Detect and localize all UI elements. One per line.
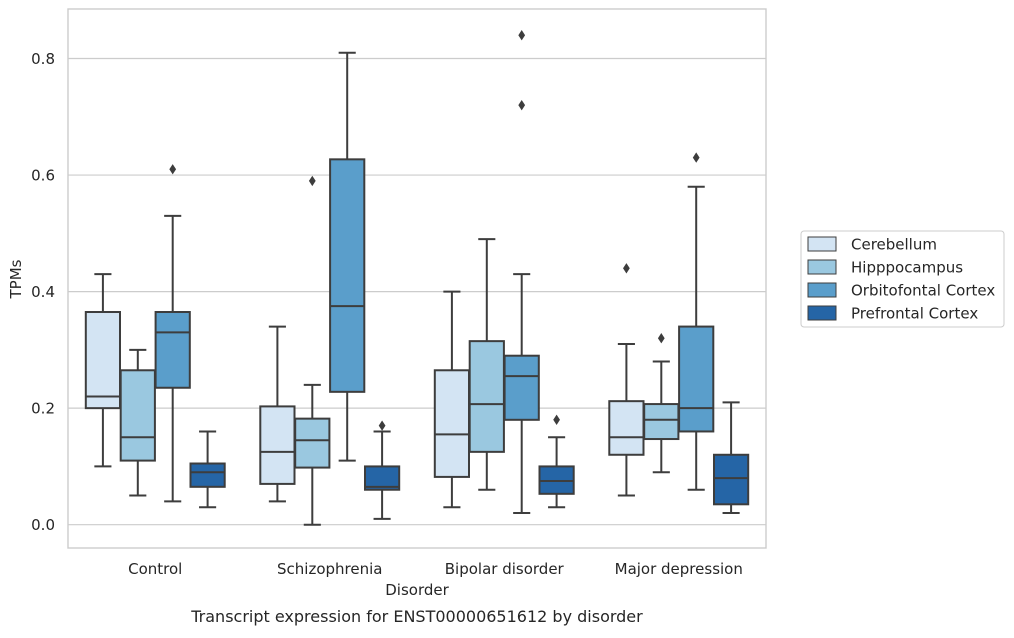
legend: Cerebellum Hipppocampus Orbitofontal Corte…	[800, 230, 1005, 328]
legend-item: Prefrontal Cortex	[807, 305, 978, 323]
y-tick-label: 0.8	[31, 50, 55, 68]
series-prefrontal-cortex	[189, 401, 750, 520]
x-tick-label: Schizophrenia	[277, 560, 382, 578]
box	[259, 405, 296, 485]
x-tick-label: Major depression	[615, 560, 743, 578]
box-group	[119, 348, 156, 497]
outlier-point	[169, 164, 177, 175]
box-group	[678, 152, 715, 491]
outlier-point	[378, 420, 386, 431]
outlier-point	[308, 175, 316, 187]
x-axis-label: Disorder	[385, 581, 449, 599]
series-hipppocampus	[119, 175, 680, 526]
outlier-point	[553, 414, 560, 425]
box-group	[643, 333, 680, 474]
box	[84, 311, 122, 410]
box-group	[433, 290, 471, 509]
box-group	[294, 175, 331, 526]
box-group	[189, 430, 226, 509]
x-tick-label: Control	[128, 560, 182, 578]
legend-label: Prefrontal Cortex	[851, 305, 978, 323]
outlier-point	[657, 333, 665, 344]
box	[294, 417, 331, 469]
y-axis: 0.0 0.2 0.4 0.6 0.8	[31, 50, 55, 534]
chart-caption: Transcript expression for ENST0000065161…	[190, 607, 643, 626]
box-group	[363, 420, 401, 520]
legend-swatch	[807, 236, 837, 252]
y-axis-label: TPMs	[7, 259, 25, 299]
legend-item: Cerebellum	[807, 236, 937, 254]
box-group	[259, 325, 296, 503]
legend-label: Cerebellum	[851, 236, 937, 254]
outlier-point	[518, 99, 526, 111]
series-orbitofontal-cortex	[154, 30, 715, 515]
plot-area-frame	[67, 8, 767, 549]
box-group	[608, 263, 645, 497]
box	[329, 158, 366, 393]
box-group	[468, 238, 505, 491]
legend-swatch	[807, 282, 837, 298]
legend-label: Orbitofontal Cortex	[851, 282, 995, 300]
box-group	[538, 414, 575, 509]
legend-frame	[800, 230, 1005, 328]
box-group	[154, 164, 191, 503]
legend-swatch	[807, 259, 837, 275]
legend-swatch	[807, 305, 837, 321]
outlier-point	[518, 30, 526, 41]
series-cerebellum	[84, 263, 645, 509]
box	[154, 311, 191, 389]
y-tick-label: 0.0	[31, 516, 55, 534]
y-tick-label: 0.4	[31, 283, 55, 301]
box	[189, 462, 226, 488]
outlier-point	[692, 152, 700, 163]
x-tick-label: Bipolar disorder	[445, 560, 565, 578]
box	[608, 400, 645, 456]
legend-label: Hipppocampus	[851, 259, 963, 277]
y-tick-label: 0.6	[31, 167, 55, 185]
legend-item: Hipppocampus	[807, 259, 963, 277]
box-series	[84, 30, 750, 526]
box	[468, 340, 505, 453]
box	[712, 453, 750, 506]
legend-item: Orbitofontal Cortex	[807, 282, 995, 300]
box	[503, 354, 540, 421]
box-group	[503, 30, 540, 515]
box	[433, 369, 471, 478]
box-group	[712, 401, 750, 515]
outlier-point	[623, 263, 630, 274]
box-group	[329, 51, 366, 462]
box	[119, 369, 156, 462]
box-group	[84, 273, 122, 468]
box	[363, 465, 401, 491]
box	[643, 403, 680, 441]
box	[678, 325, 715, 433]
y-tick-label: 0.2	[31, 400, 55, 418]
x-axis: Control Schizophrenia Bipolar disorder Majo…	[128, 560, 743, 578]
